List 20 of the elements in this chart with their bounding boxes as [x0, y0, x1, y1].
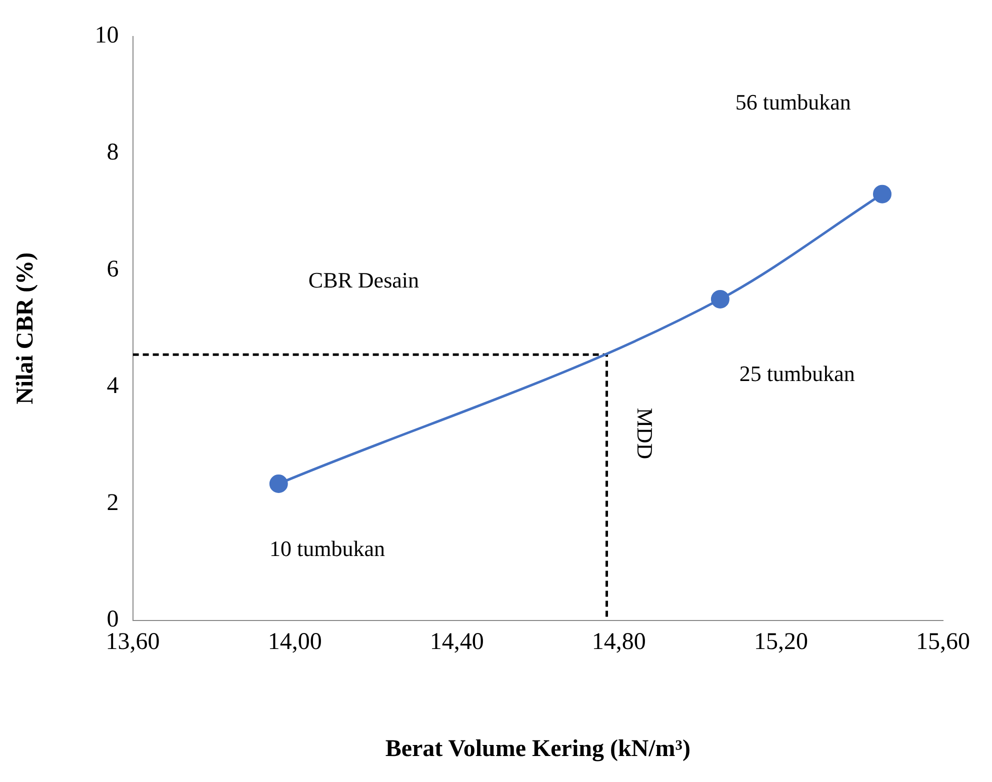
annotation: 56 tumbukan	[735, 89, 851, 114]
x-axis-title: Berat Volume Kering (kN/m³)	[385, 736, 690, 762]
x-tick-label: 15,60	[916, 629, 970, 656]
x-tick-label: 14,00	[268, 629, 322, 656]
annotation: 10 tumbukan	[270, 536, 385, 562]
x-tick-label: 14,80	[592, 629, 646, 656]
y-tick-label: 4	[106, 373, 119, 400]
annotation: CBR Desain	[308, 267, 420, 292]
y-tick-label: 2	[106, 490, 119, 516]
y-tick-label: 10	[94, 22, 119, 49]
x-tick-label: 15,20	[754, 629, 808, 656]
annotation: 25 tumbukan	[739, 360, 855, 386]
point	[710, 290, 730, 308]
y-axis-title: Nilai CBR (%)	[12, 252, 39, 404]
point	[872, 184, 892, 204]
y-tick-label: 6	[106, 256, 119, 282]
x-tick-label: 14,40	[430, 629, 484, 656]
annotation: MDD	[632, 408, 658, 460]
point	[269, 474, 288, 493]
y-tick-label: 8	[106, 139, 119, 166]
